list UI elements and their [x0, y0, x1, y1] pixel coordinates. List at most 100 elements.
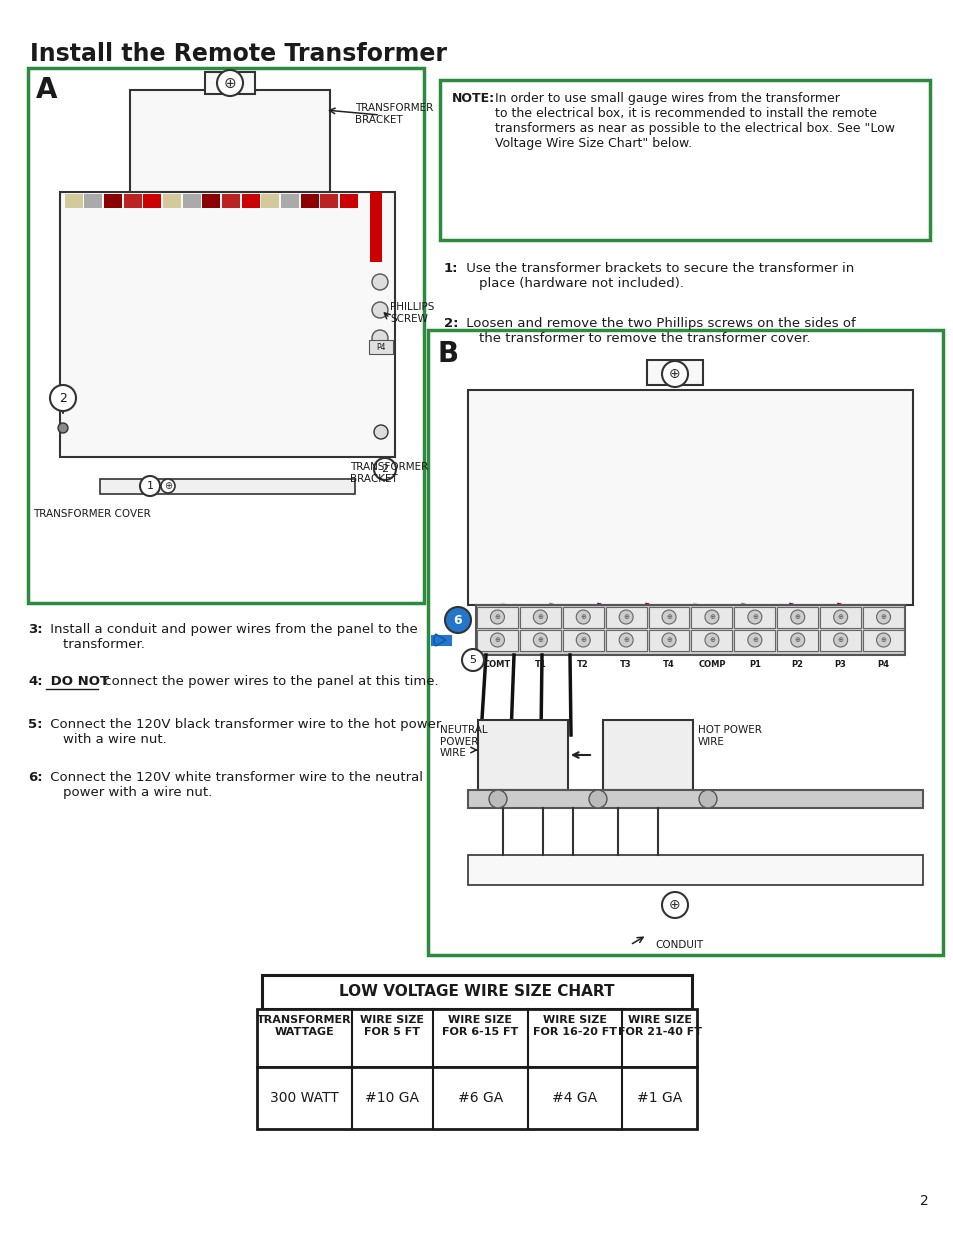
Text: 1: 1	[147, 480, 153, 492]
Bar	[476, 630, 517, 651]
Circle shape	[489, 790, 506, 808]
Circle shape	[372, 274, 388, 290]
Text: ⊕: ⊕	[665, 614, 671, 620]
Circle shape	[374, 458, 395, 480]
Bar	[468, 790, 923, 808]
Circle shape	[790, 634, 804, 647]
Text: Connect the 120V black transformer wire to the hot power
    with a wire nut.: Connect the 120V black transformer wire …	[46, 718, 441, 746]
Text: 6:: 6:	[28, 771, 43, 784]
Circle shape	[374, 425, 388, 438]
Text: P4: P4	[877, 659, 888, 669]
Bar	[477, 720, 567, 790]
Text: 3:: 3:	[28, 622, 43, 636]
Bar	[562, 606, 603, 629]
Bar	[183, 194, 201, 207]
Bar	[222, 194, 240, 207]
Text: A: A	[36, 77, 57, 104]
Text: 2:: 2:	[443, 317, 458, 330]
Bar	[301, 194, 318, 207]
Bar	[602, 720, 692, 790]
Text: ⊕: ⊕	[579, 637, 585, 643]
Circle shape	[618, 610, 633, 624]
Text: ⊕: ⊕	[708, 637, 714, 643]
Text: Install the Remote Transformer: Install the Remote Transformer	[30, 42, 447, 65]
Bar	[468, 855, 923, 885]
Bar	[605, 630, 646, 651]
Text: COMT: COMT	[483, 659, 511, 669]
Bar	[476, 606, 517, 629]
Text: #4 GA: #4 GA	[552, 1091, 597, 1105]
Text: ⊕: ⊕	[880, 637, 885, 643]
Bar	[163, 194, 181, 207]
Text: ⊕: ⊕	[668, 367, 680, 382]
Circle shape	[372, 303, 388, 317]
Circle shape	[747, 634, 761, 647]
Text: WIRE SIZE
FOR 6-15 FT: WIRE SIZE FOR 6-15 FT	[441, 1015, 517, 1036]
Circle shape	[444, 606, 471, 634]
Text: ⊕: ⊕	[223, 75, 236, 90]
Circle shape	[161, 479, 174, 493]
Text: 2: 2	[381, 464, 388, 474]
Text: 5: 5	[469, 655, 476, 664]
Text: T4: T4	[662, 659, 674, 669]
Bar	[205, 72, 254, 94]
Bar	[646, 359, 702, 385]
Text: 300 WATT: 300 WATT	[270, 1091, 338, 1105]
Bar	[369, 340, 393, 354]
Bar	[734, 630, 775, 651]
Text: P3: P3	[834, 659, 845, 669]
Circle shape	[833, 634, 847, 647]
Circle shape	[704, 610, 719, 624]
Circle shape	[699, 790, 717, 808]
Bar	[261, 194, 278, 207]
Text: P4: P4	[375, 342, 385, 352]
Text: Connect the 120V white transformer wire to the neutral
    power with a wire nut: Connect the 120V white transformer wire …	[46, 771, 422, 799]
Text: ⊕: ⊕	[494, 637, 500, 643]
Bar	[143, 194, 161, 207]
Text: WIRE SIZE
FOR 21-40 FT: WIRE SIZE FOR 21-40 FT	[617, 1015, 700, 1036]
Bar	[648, 630, 689, 651]
Text: TRANSFORMER
WATTAGE: TRANSFORMER WATTAGE	[256, 1015, 352, 1036]
Text: ⊕: ⊕	[794, 614, 800, 620]
Bar	[281, 194, 298, 207]
Text: B: B	[437, 340, 458, 368]
Bar	[562, 630, 603, 651]
Bar	[648, 606, 689, 629]
Circle shape	[375, 464, 386, 474]
Bar	[256, 1009, 697, 1067]
Text: Loosen and remove the two Phillips screws on the sides of
    the transformer to: Loosen and remove the two Phillips screw…	[461, 317, 855, 345]
Text: P2: P2	[791, 659, 803, 669]
Text: TRANSFORMER
BRACKET: TRANSFORMER BRACKET	[350, 462, 428, 484]
Bar	[820, 630, 861, 651]
Text: 1:: 1:	[443, 262, 458, 275]
Circle shape	[747, 610, 761, 624]
Circle shape	[661, 361, 687, 387]
Text: ⊕: ⊕	[880, 614, 885, 620]
Text: NOTE:: NOTE:	[452, 91, 495, 105]
Text: In order to use small gauge wires from the transformer
to the electrical box, it: In order to use small gauge wires from t…	[495, 91, 894, 149]
Bar	[439, 80, 929, 240]
Circle shape	[533, 610, 547, 624]
Circle shape	[661, 892, 687, 918]
Text: DO NOT: DO NOT	[46, 676, 109, 688]
Text: T3: T3	[619, 659, 631, 669]
Text: COMP: COMP	[698, 659, 725, 669]
Text: ⊕: ⊕	[837, 637, 842, 643]
Circle shape	[876, 610, 889, 624]
Text: P1: P1	[748, 659, 760, 669]
Bar	[65, 194, 83, 207]
Text: 6: 6	[454, 614, 462, 626]
Text: Install a conduit and power wires from the panel to the
    transformer.: Install a conduit and power wires from t…	[46, 622, 417, 651]
Text: TRANSFORMER
BRACKET: TRANSFORMER BRACKET	[355, 103, 433, 125]
Text: connect the power wires to the panel at this time.: connect the power wires to the panel at …	[100, 676, 438, 688]
Circle shape	[704, 634, 719, 647]
Circle shape	[790, 610, 804, 624]
Text: WIRE SIZE
FOR 16-20 FT: WIRE SIZE FOR 16-20 FT	[533, 1015, 617, 1036]
Bar	[124, 194, 142, 207]
Text: ⊕: ⊕	[708, 614, 714, 620]
Bar	[370, 191, 381, 262]
Circle shape	[140, 475, 160, 496]
Circle shape	[661, 634, 676, 647]
Text: 2: 2	[919, 1194, 927, 1208]
Bar	[862, 606, 903, 629]
